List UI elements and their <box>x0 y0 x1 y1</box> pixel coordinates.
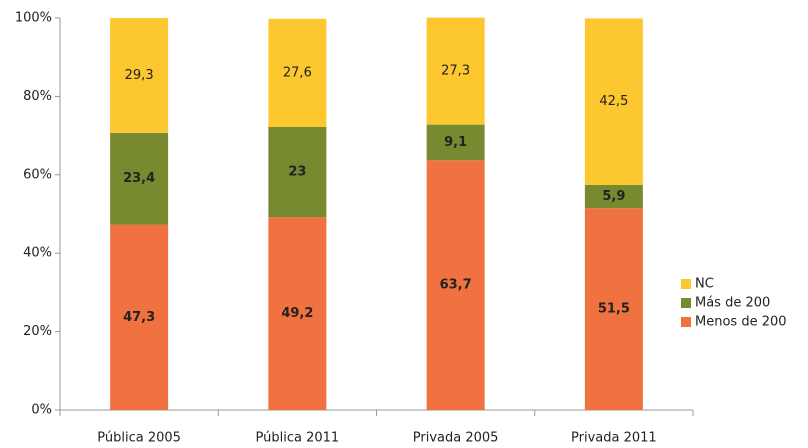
x-tick-label: Pública 2011 <box>256 431 340 446</box>
data-label: 29,3 <box>125 68 154 83</box>
x-tick-label: Privada 2011 <box>571 431 657 446</box>
legend-label: Menos de 200 <box>695 315 787 330</box>
x-tick-label: Privada 2005 <box>413 431 499 446</box>
bar-segment <box>584 208 643 410</box>
data-label: 47,3 <box>123 310 155 325</box>
legend-swatch <box>681 298 691 308</box>
bar-segment <box>110 18 169 133</box>
y-tick-label: 80% <box>23 89 52 104</box>
y-tick-label: 60% <box>23 167 52 182</box>
data-label: 23 <box>288 165 306 180</box>
data-label: 27,6 <box>283 65 312 80</box>
data-label: 42,5 <box>599 94 628 109</box>
data-label: 27,3 <box>441 64 470 79</box>
bar-segment <box>584 184 643 209</box>
data-label: 9,1 <box>444 135 467 150</box>
legend-swatch <box>681 317 691 327</box>
bar-segment <box>268 18 327 127</box>
bar-segment <box>426 124 485 161</box>
y-tick-label: 20% <box>23 324 52 339</box>
y-tick-label: 0% <box>31 403 52 418</box>
bar-segment <box>110 132 169 225</box>
bar-segment <box>584 18 643 185</box>
bar-segment <box>110 224 169 410</box>
legend-label: NC <box>695 277 714 292</box>
y-tick-label: 100% <box>15 11 52 26</box>
bar-segment <box>426 160 485 410</box>
legend-label: Más de 200 <box>695 296 770 311</box>
data-label: 51,5 <box>598 302 630 317</box>
x-tick-label: Pública 2005 <box>97 431 181 446</box>
y-tick-label: 40% <box>23 246 52 261</box>
data-label: 49,2 <box>281 306 313 321</box>
data-label: 23,4 <box>123 171 155 186</box>
bar-segment <box>268 126 327 218</box>
legend-swatch <box>681 279 691 289</box>
data-label: 5,9 <box>602 189 625 204</box>
bar-segment <box>426 17 485 125</box>
bar-segment <box>268 217 327 410</box>
data-label: 63,7 <box>440 278 472 293</box>
